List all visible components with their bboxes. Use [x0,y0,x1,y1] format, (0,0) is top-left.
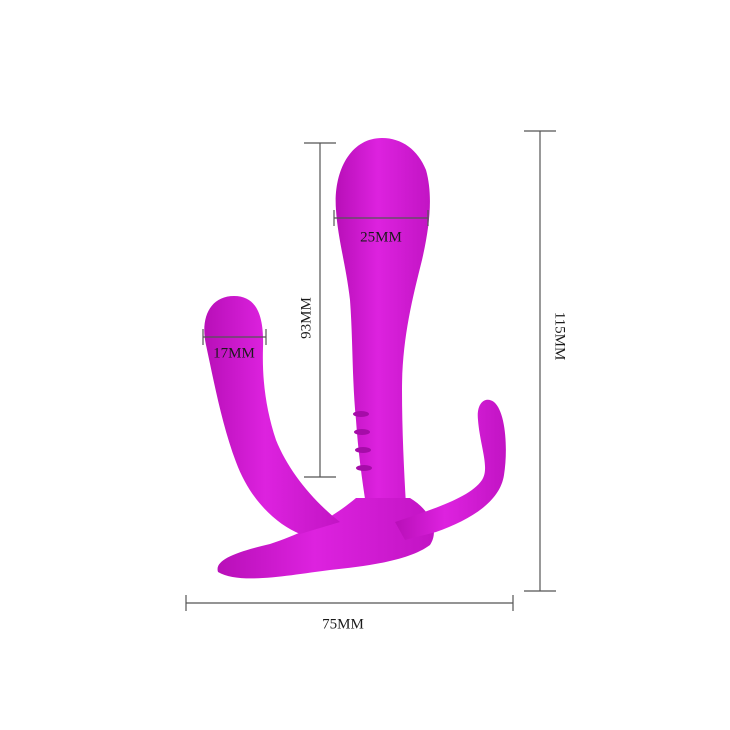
left-arm [204,296,340,534]
insertable-length-label: 93MM [298,297,315,339]
product-silhouette [204,138,506,579]
base [217,498,434,579]
dimension-lines [185,130,556,611]
insertable-length-line [304,142,336,478]
head-width-line [333,210,429,226]
head-width-label: 25MM [360,229,402,246]
right-arm [395,399,506,540]
main-shaft [335,138,430,505]
total-width-label: 75MM [322,616,364,633]
total-height-line [524,130,556,592]
total-height-label: 115MM [551,311,568,361]
arm-tip-width-line [202,329,267,345]
arm-tip-width-label: 17MM [213,345,255,362]
total-width-line [185,595,514,611]
